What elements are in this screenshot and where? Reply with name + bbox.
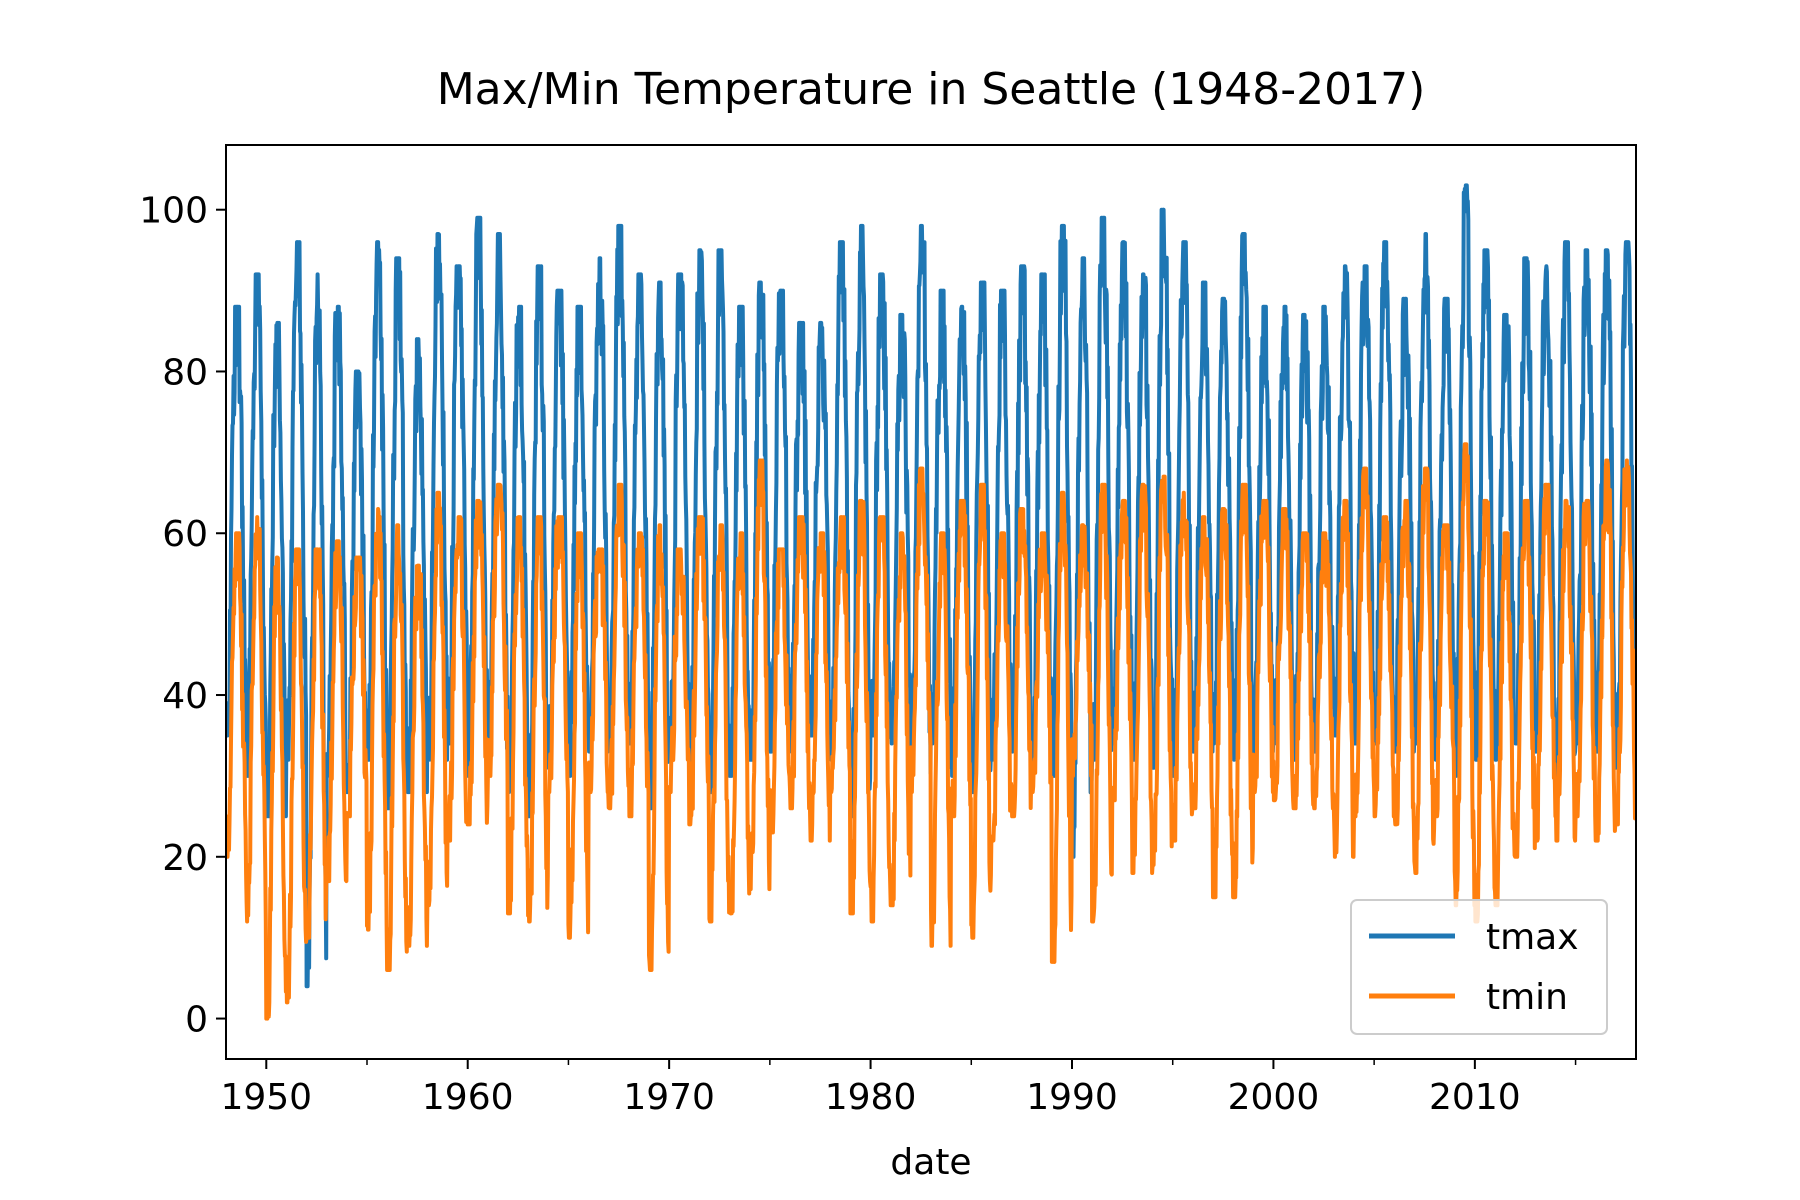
legend: tmax tmin [1350, 899, 1608, 1035]
x-tick-label: 1960 [422, 1077, 514, 1118]
y-tick-label: 80 [162, 352, 208, 393]
y-tick-label: 0 [185, 1000, 208, 1041]
chart-title: Max/Min Temperature in Seattle (1948-201… [437, 64, 1426, 115]
y-tick-label: 60 [162, 514, 208, 555]
x-tick-label: 2000 [1228, 1077, 1320, 1118]
x-tick-label: 1990 [1026, 1077, 1118, 1118]
y-tick-label: 40 [162, 676, 208, 717]
x-tick-label: 1970 [623, 1077, 715, 1118]
legend-label-tmax: tmax [1486, 917, 1579, 958]
y-tick-label: 20 [162, 838, 208, 879]
series-layer [226, 183, 1636, 1021]
plot-frame [225, 144, 1637, 1060]
x-tick-label: 2010 [1429, 1077, 1521, 1118]
y-tick-label: 100 [139, 191, 208, 232]
x-tick-label: 1980 [825, 1077, 917, 1118]
legend-label-tmin: tmin [1486, 977, 1568, 1018]
ticks-layer: 0 20 40 60 80 100 1950 1960 1970 1980 1990 2000 2010 [139, 191, 1577, 1118]
series-line-tmin [226, 442, 1636, 1021]
x-tick-label: 1950 [220, 1077, 312, 1118]
x-axis-label: date [890, 1142, 971, 1183]
